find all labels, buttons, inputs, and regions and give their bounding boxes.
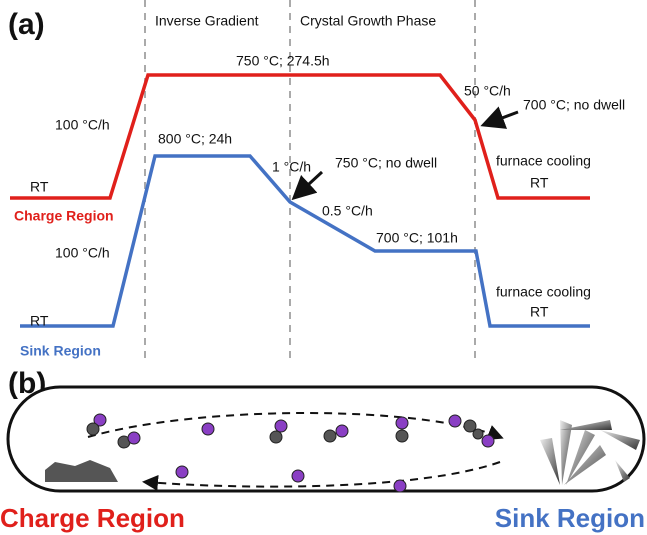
label: furnace cooling bbox=[496, 284, 591, 300]
label: RT bbox=[530, 175, 549, 191]
region-label: Sink Region bbox=[495, 503, 645, 533]
label: RT bbox=[30, 179, 49, 195]
charge-profile bbox=[10, 73, 590, 200]
label: 100 °C/h bbox=[55, 245, 110, 261]
label: 50 °C/h bbox=[464, 83, 511, 99]
particles bbox=[86, 413, 495, 493]
label: 100 °C/h bbox=[55, 117, 110, 133]
region-label: Charge Region bbox=[14, 208, 114, 224]
flow-arrow bbox=[142, 461, 501, 491]
label: 800 °C; 24h bbox=[158, 131, 232, 147]
charge-crystals bbox=[45, 460, 118, 482]
label: 700 °C; 101h bbox=[376, 230, 458, 246]
label: 700 °C; no dwell bbox=[523, 97, 625, 113]
sink-crystals bbox=[540, 420, 640, 485]
phase-label: Crystal Growth Phase bbox=[300, 13, 436, 29]
label: 750 °C; 274.5h bbox=[236, 53, 330, 69]
phase-dividers bbox=[144, 0, 476, 360]
arrow bbox=[291, 170, 324, 201]
region-label: Sink Region bbox=[20, 343, 101, 359]
panel-label: (a) bbox=[8, 8, 45, 41]
label: RT bbox=[30, 313, 49, 329]
label: RT bbox=[530, 304, 549, 320]
label: furnace cooling bbox=[496, 153, 591, 169]
label: 750 °C; no dwell bbox=[335, 155, 437, 171]
label: 1 °C/h bbox=[272, 159, 311, 175]
label: 0.5 °C/h bbox=[322, 203, 373, 219]
arrow bbox=[480, 106, 519, 129]
region-label: Charge Region bbox=[0, 503, 185, 533]
phase-label: Inverse Gradient bbox=[155, 13, 259, 29]
sink-profile bbox=[20, 154, 590, 328]
